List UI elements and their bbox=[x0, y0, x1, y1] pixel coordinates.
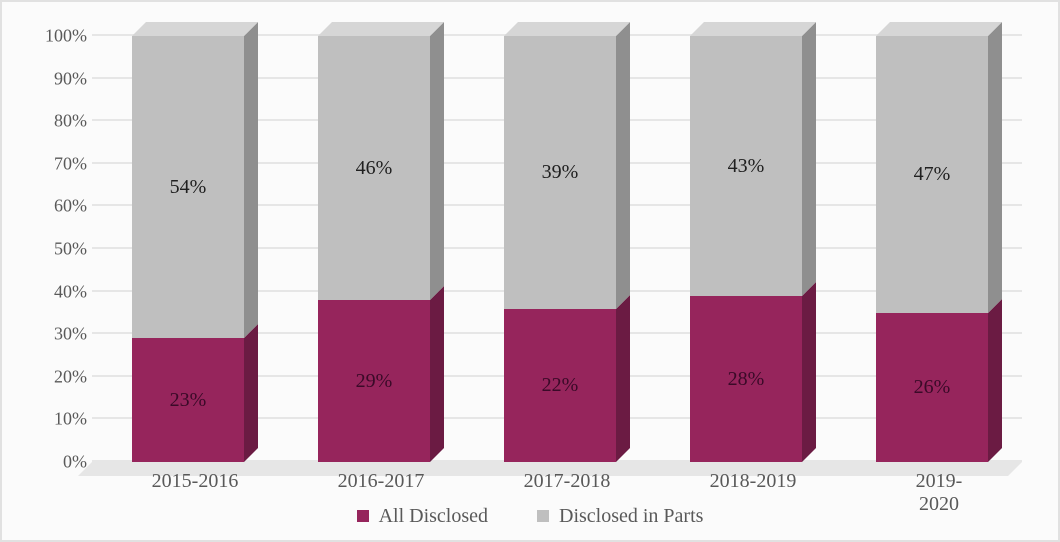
y-tick-label: 100% bbox=[32, 26, 87, 47]
bar-value-label-top: 54% bbox=[132, 176, 244, 199]
bar-value-label-bottom: 23% bbox=[132, 389, 244, 412]
y-tick-label: 80% bbox=[32, 111, 87, 132]
legend-item-disclosed-in-parts: Disclosed in Parts bbox=[537, 505, 703, 528]
bar-value-label-top: 47% bbox=[876, 163, 988, 186]
y-tick-label: 50% bbox=[32, 239, 87, 260]
bar-value-label-top: 46% bbox=[318, 157, 430, 180]
legend-swatch-all-disclosed bbox=[357, 510, 369, 522]
y-tick-label: 70% bbox=[32, 153, 87, 174]
y-tick-label: 60% bbox=[32, 196, 87, 217]
y-tick-label: 90% bbox=[32, 68, 87, 89]
bar-group: 22% 39% bbox=[504, 22, 616, 462]
legend-item-all-disclosed: All Disclosed bbox=[357, 505, 488, 528]
legend: All Disclosed Disclosed in Parts bbox=[2, 505, 1058, 529]
bar-value-label-top: 43% bbox=[690, 155, 802, 178]
legend-swatch-disclosed-in-parts bbox=[537, 510, 549, 522]
bar-group: 23% 54% bbox=[132, 22, 244, 462]
legend-label-disclosed-in-parts: Disclosed in Parts bbox=[559, 505, 703, 528]
bar-group: 29% 46% bbox=[318, 22, 430, 462]
bar-value-label-bottom: 22% bbox=[504, 374, 616, 397]
y-tick-label: 40% bbox=[32, 281, 87, 302]
plot-area: 0%10%20%30%40%50%60%70%80%90%100%23%54%2… bbox=[92, 22, 1022, 462]
x-category-label: 2017-2018 bbox=[524, 470, 611, 493]
y-tick-label: 20% bbox=[32, 366, 87, 387]
bar-group: 26% 47% bbox=[876, 22, 988, 462]
x-category-label: 2016-2017 bbox=[338, 470, 425, 493]
legend-label-all-disclosed: All Disclosed bbox=[379, 505, 488, 528]
bar-group: 28% 43% bbox=[690, 22, 802, 462]
x-category-label: 2018-2019 bbox=[710, 470, 797, 493]
y-tick-label: 10% bbox=[32, 409, 87, 430]
bar-value-label-top: 39% bbox=[504, 161, 616, 184]
y-tick-label: 30% bbox=[32, 324, 87, 345]
bar-value-label-bottom: 29% bbox=[318, 370, 430, 393]
x-category-label: 2015-2016 bbox=[152, 470, 239, 493]
chart-panel: 0%10%20%30%40%50%60%70%80%90%100%23%54%2… bbox=[0, 0, 1060, 542]
bar-value-label-bottom: 26% bbox=[876, 376, 988, 399]
bar-value-label-bottom: 28% bbox=[690, 368, 802, 391]
y-tick-label: 0% bbox=[32, 452, 87, 473]
